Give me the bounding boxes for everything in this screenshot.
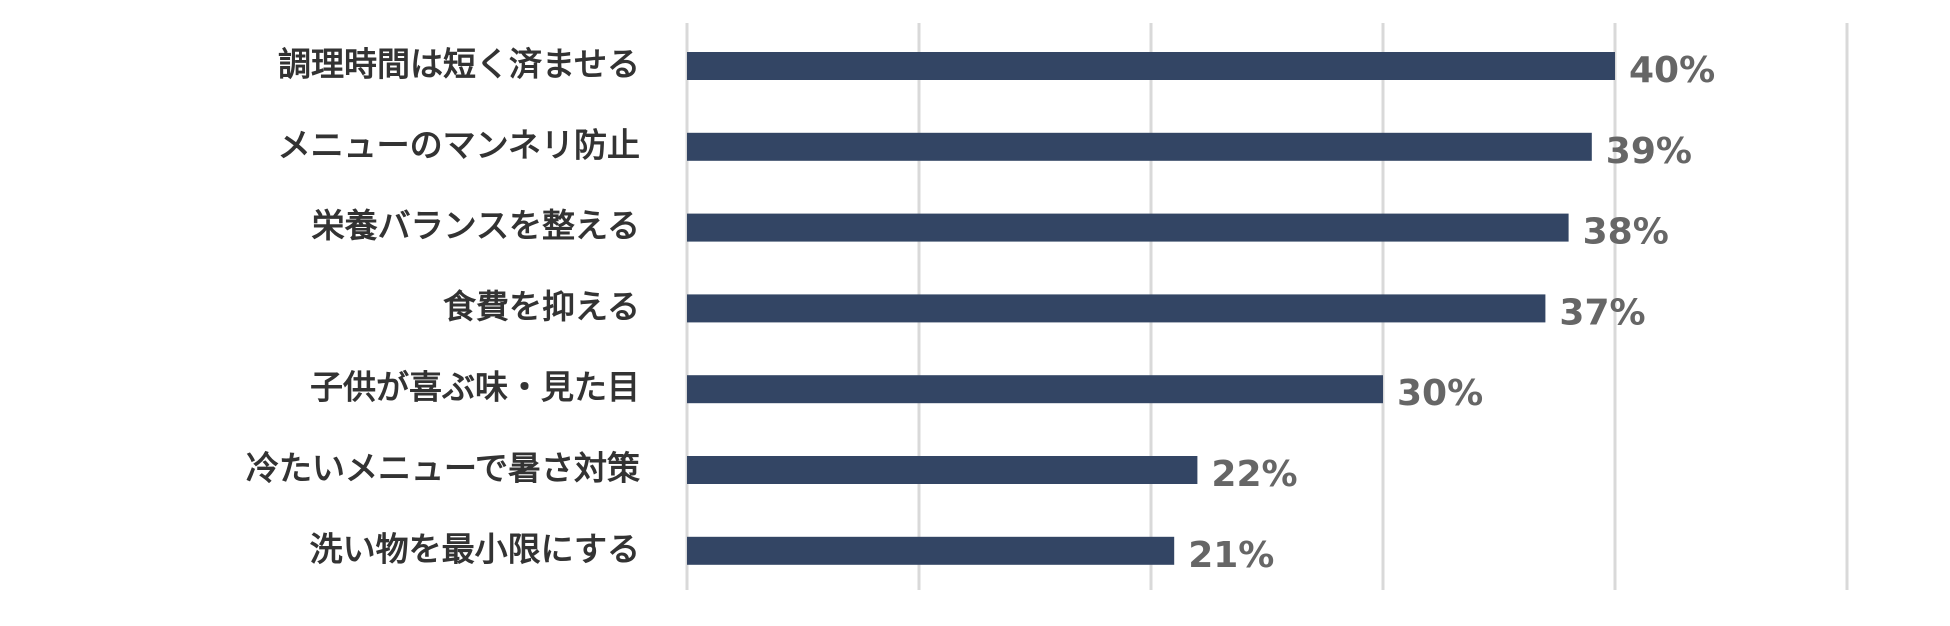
value-label: 37% xyxy=(1559,292,1645,333)
bar xyxy=(687,375,1383,404)
value-label: 40% xyxy=(1629,50,1715,91)
category-label: 食費を抑える xyxy=(443,287,640,326)
category-label: メニューのマンネリ防止 xyxy=(278,125,640,164)
bar xyxy=(687,456,1198,484)
bar xyxy=(687,294,1546,323)
category-label: 洗い物を最小限にする xyxy=(310,529,640,568)
bar xyxy=(687,536,1175,565)
value-label: 30% xyxy=(1397,373,1483,414)
category-label: 子供が喜ぶ味・見た目 xyxy=(310,368,640,407)
category-label: 調理時間は短く済ませる xyxy=(278,45,640,84)
value-label: 39% xyxy=(1606,131,1692,172)
category-label: 栄養バランスを整える xyxy=(312,206,640,245)
value-label: 22% xyxy=(1211,454,1297,495)
bar xyxy=(687,132,1592,161)
category-label: 冷たいメニューで暑さ対策 xyxy=(246,449,640,488)
bar xyxy=(687,213,1569,242)
value-label: 38% xyxy=(1583,212,1669,253)
value-label: 21% xyxy=(1188,535,1274,576)
bar xyxy=(687,52,1615,80)
